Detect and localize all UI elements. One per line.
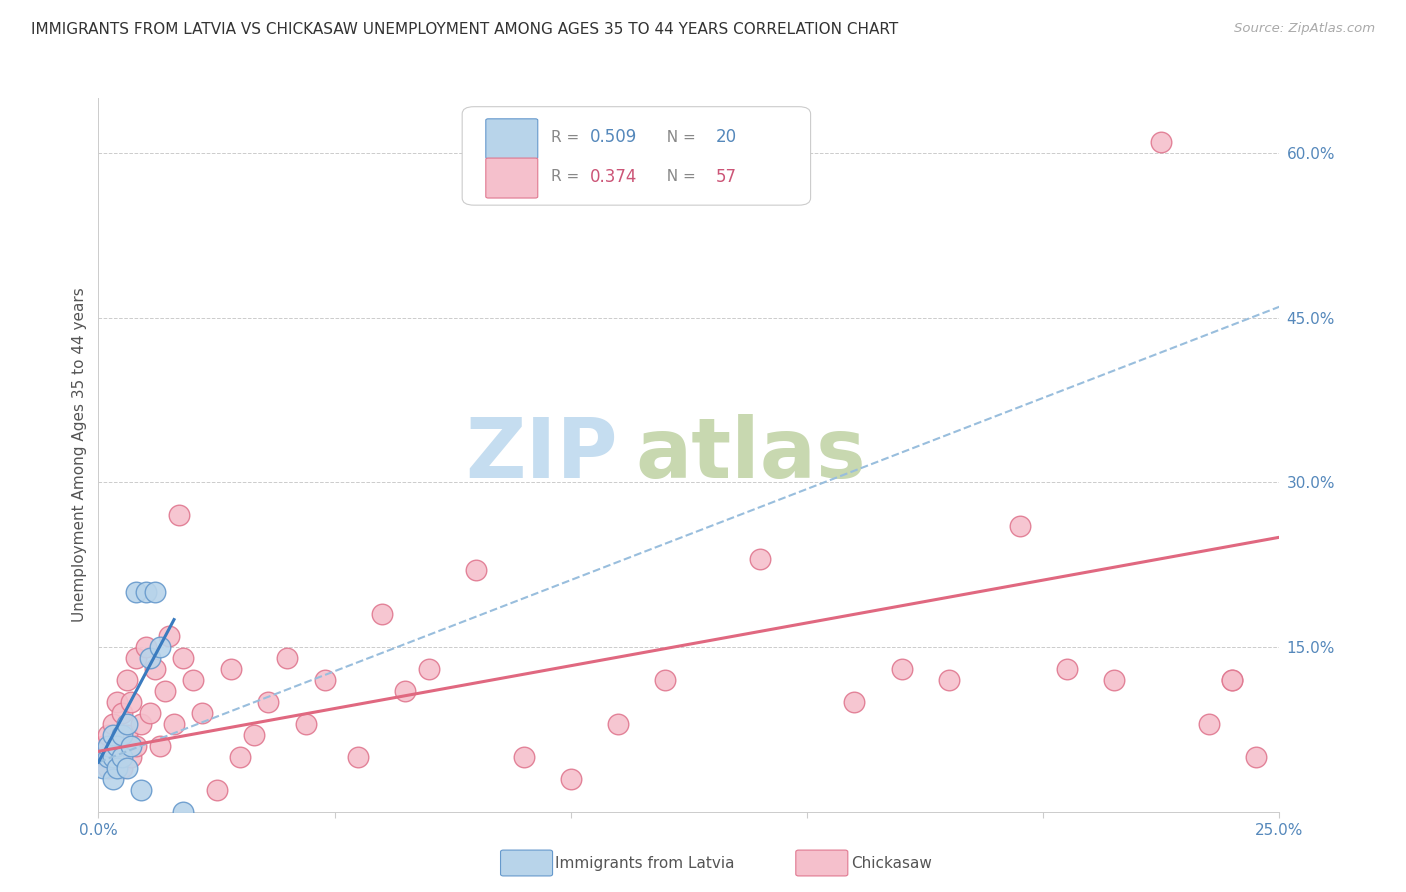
Point: [163, 717, 186, 731]
Point: [139, 651, 162, 665]
Point: [111, 728, 134, 742]
Point: [101, 728, 124, 742]
Point: [139, 706, 162, 720]
Point: [172, 805, 194, 819]
Point: [219, 662, 242, 676]
Text: 0.374: 0.374: [589, 168, 637, 186]
Text: N =: N =: [657, 130, 700, 145]
FancyBboxPatch shape: [486, 119, 537, 159]
Point: [149, 739, 172, 753]
Text: 57: 57: [716, 168, 737, 186]
Point: [91, 739, 114, 753]
Point: [97, 761, 120, 775]
Point: [153, 684, 176, 698]
Point: [105, 695, 128, 709]
Text: Chickasaw: Chickasaw: [851, 856, 932, 871]
Point: [91, 749, 114, 764]
Point: [654, 673, 676, 687]
Point: [101, 749, 124, 764]
Point: [121, 749, 143, 764]
Point: [105, 739, 128, 753]
Point: [607, 717, 630, 731]
Point: [97, 749, 120, 764]
Point: [91, 761, 114, 775]
Point: [1244, 749, 1267, 764]
Point: [135, 585, 157, 599]
Text: N =: N =: [657, 169, 700, 184]
Text: 20: 20: [716, 128, 737, 146]
Point: [465, 563, 488, 577]
Text: 0.509: 0.509: [589, 128, 637, 146]
Point: [115, 761, 138, 775]
Point: [938, 673, 960, 687]
Point: [1220, 673, 1243, 687]
Text: R =: R =: [551, 130, 583, 145]
Point: [101, 717, 124, 731]
Point: [257, 695, 280, 709]
Point: [1198, 717, 1220, 731]
Point: [229, 749, 252, 764]
FancyBboxPatch shape: [486, 158, 537, 198]
Point: [394, 684, 416, 698]
Point: [181, 673, 204, 687]
Point: [167, 508, 190, 523]
Text: atlas: atlas: [636, 415, 866, 495]
Text: Immigrants from Latvia: Immigrants from Latvia: [555, 856, 735, 871]
Point: [121, 739, 143, 753]
Point: [121, 695, 143, 709]
Point: [1008, 519, 1031, 533]
Point: [205, 782, 228, 797]
Point: [105, 739, 128, 753]
Point: [129, 717, 152, 731]
Point: [101, 749, 124, 764]
Text: R =: R =: [551, 169, 583, 184]
Point: [149, 640, 172, 654]
Point: [115, 673, 138, 687]
Point: [111, 706, 134, 720]
Point: [125, 739, 148, 753]
Text: IMMIGRANTS FROM LATVIA VS CHICKASAW UNEMPLOYMENT AMONG AGES 35 TO 44 YEARS CORRE: IMMIGRANTS FROM LATVIA VS CHICKASAW UNEM…: [31, 22, 898, 37]
Point: [276, 651, 298, 665]
Point: [157, 629, 180, 643]
Point: [105, 761, 128, 775]
Point: [890, 662, 912, 676]
Point: [243, 728, 266, 742]
Point: [143, 585, 166, 599]
Text: ZIP: ZIP: [465, 415, 619, 495]
Point: [748, 552, 770, 566]
Point: [418, 662, 440, 676]
Point: [1220, 673, 1243, 687]
Point: [125, 585, 148, 599]
Point: [143, 662, 166, 676]
Point: [125, 651, 148, 665]
Point: [111, 761, 134, 775]
FancyBboxPatch shape: [463, 107, 811, 205]
Point: [1102, 673, 1125, 687]
Point: [560, 772, 582, 786]
Point: [172, 651, 194, 665]
Y-axis label: Unemployment Among Ages 35 to 44 years: Unemployment Among Ages 35 to 44 years: [72, 287, 87, 623]
Point: [371, 607, 394, 621]
Point: [295, 717, 318, 731]
Point: [115, 717, 138, 731]
Point: [844, 695, 866, 709]
Point: [191, 706, 214, 720]
Point: [115, 728, 138, 742]
Point: [314, 673, 336, 687]
Point: [1150, 135, 1173, 149]
Point: [97, 728, 120, 742]
Point: [111, 749, 134, 764]
Text: Source: ZipAtlas.com: Source: ZipAtlas.com: [1234, 22, 1375, 36]
Point: [512, 749, 534, 764]
Point: [347, 749, 370, 764]
Point: [135, 640, 157, 654]
Point: [101, 772, 124, 786]
Point: [97, 739, 120, 753]
Point: [1056, 662, 1078, 676]
Point: [129, 782, 152, 797]
